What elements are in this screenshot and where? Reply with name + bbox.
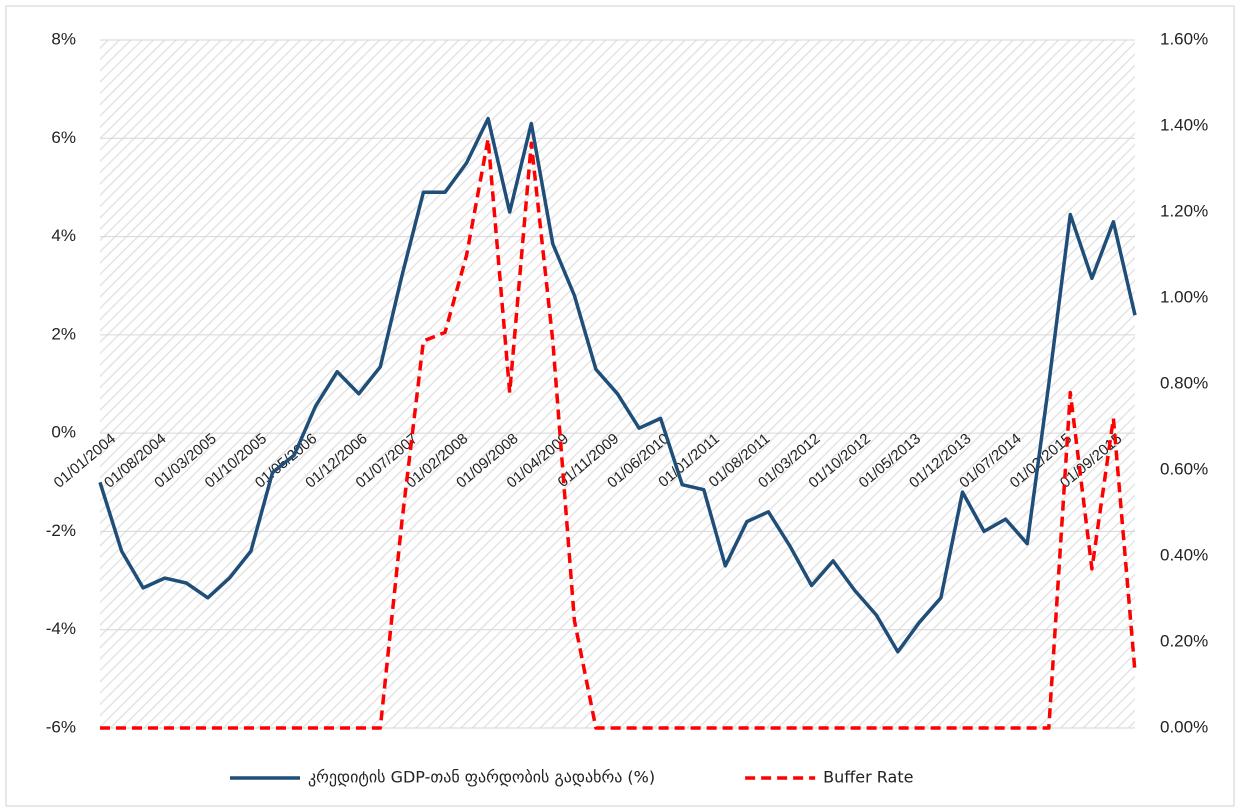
- series-line: [100, 137, 1137, 730]
- y-tick-label: 4%: [51, 226, 76, 245]
- legend-label: Buffer Rate: [823, 768, 913, 787]
- y2-tick-label: 1.00%: [1160, 287, 1208, 306]
- y2-tick-label: 0.00%: [1160, 717, 1208, 736]
- y-tick-label: -2%: [46, 521, 76, 540]
- legend-label: კრედიტის GDP-თან ფარდობის გადახრა (%): [308, 768, 655, 787]
- plot-area: [100, 40, 1135, 728]
- y-tick-label: 6%: [51, 128, 76, 147]
- y-tick-label: 8%: [51, 29, 76, 48]
- y2-tick-label: 0.40%: [1160, 545, 1208, 564]
- y2-tick-label: 0.80%: [1160, 373, 1208, 392]
- y2-tick-label: 1.20%: [1160, 201, 1208, 220]
- y-tick-label: 0%: [51, 423, 76, 442]
- y-tick-label: -6%: [46, 717, 76, 736]
- y2-tick-label: 0.60%: [1160, 459, 1208, 478]
- y2-tick-label: 0.20%: [1160, 631, 1208, 650]
- series-line: [98, 116, 1137, 654]
- y-tick-label: -4%: [46, 619, 76, 638]
- y2-tick-label: 1.40%: [1160, 115, 1208, 134]
- y2-tick-label: 1.60%: [1160, 29, 1208, 48]
- y-tick-label: 2%: [51, 324, 76, 343]
